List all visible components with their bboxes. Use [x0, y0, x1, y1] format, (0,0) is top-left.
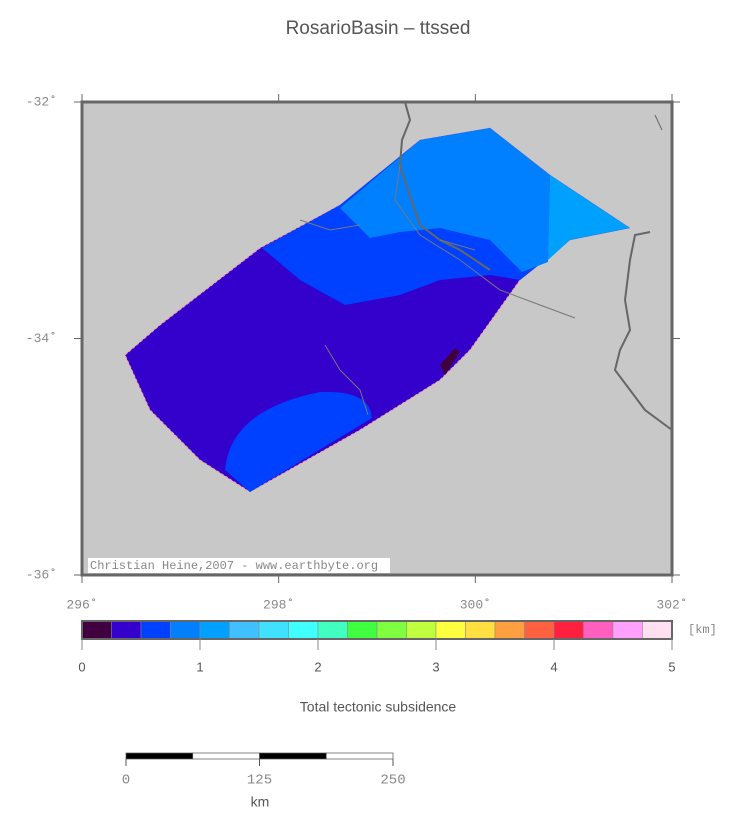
colorbar-tick-label: 5	[668, 659, 675, 674]
scalebar-tick-label: 250	[380, 773, 405, 789]
colorbar-swatch	[583, 620, 614, 640]
colorbar-swatch	[317, 620, 348, 640]
subsidence-zone	[340, 128, 550, 272]
y-tick-label: -34˚	[26, 331, 57, 346]
colorbar-swatch	[524, 620, 555, 640]
scalebar-segment	[325, 752, 394, 760]
colorbar-tick-label: 4	[550, 659, 557, 674]
colorbar-swatch	[81, 620, 112, 640]
x-tick-label: 300˚	[460, 597, 491, 612]
credit: Christian Heine,2007 - www.earthbyte.org	[90, 559, 378, 573]
colorbar-swatch	[406, 620, 437, 640]
colorbar-tick-label: 2	[314, 659, 321, 674]
credit-box	[88, 558, 390, 573]
colorbar-frame	[81, 620, 673, 640]
scalebar-segment	[125, 752, 194, 760]
x-tick-label: 302˚	[656, 597, 687, 612]
colorbar-swatch	[347, 620, 378, 640]
scalebar-segment	[192, 752, 260, 760]
colorbar-swatch	[612, 620, 643, 640]
x-tick-label: 298˚	[263, 597, 294, 612]
scalebar-tick-label: 0	[122, 773, 130, 789]
colorbar-swatch	[376, 620, 407, 640]
colorbar-swatch	[170, 620, 201, 640]
scalebar-tick-label: 125	[247, 773, 272, 789]
subsidence-zone	[225, 391, 372, 492]
map-panel: Christian Heine,2007 - www.earthbyte.org	[80, 100, 674, 577]
x-tick-label: 296˚	[66, 597, 97, 612]
scalebar-segment	[259, 752, 327, 760]
coastline	[398, 101, 673, 431]
subsidence-zone	[548, 175, 630, 260]
colorbar-swatch	[642, 620, 673, 640]
colorbar-swatch	[199, 620, 230, 640]
colorbar-swatch	[111, 620, 142, 640]
y-tick-label: -32˚	[26, 94, 57, 109]
axes: 296˚ 298˚ 300˚ 302˚ -32˚ -34˚ -36˚	[26, 94, 688, 612]
colorbar-tick-label: 0	[78, 659, 85, 674]
colorbar-swatch	[465, 620, 496, 640]
colorbar-swatch	[288, 620, 319, 640]
colorbar-swatch	[494, 620, 525, 640]
scalebar: 0 125 250	[122, 752, 406, 789]
colorbar-swatch	[435, 620, 466, 640]
colorbar: 0 1 2 3 4 5	[78, 620, 676, 674]
title: RosarioBasin – ttssed	[286, 18, 471, 39]
scalebar-unit: km	[251, 794, 270, 810]
colorbar-tick-label: 3	[432, 659, 439, 674]
colorbar-swatch	[140, 620, 171, 640]
river	[299, 164, 576, 416]
colorbar-swatch	[258, 620, 289, 640]
y-tick-label: -36˚	[26, 567, 57, 582]
colorbar-swatch	[553, 620, 584, 640]
colorbar-tick-label: 1	[196, 659, 203, 674]
subsidence-zone	[440, 348, 460, 375]
colorbar-unit: [km]	[688, 623, 717, 637]
colorbar-label: Total tectonic subsidence	[300, 699, 457, 715]
colorbar-swatch	[229, 620, 260, 640]
